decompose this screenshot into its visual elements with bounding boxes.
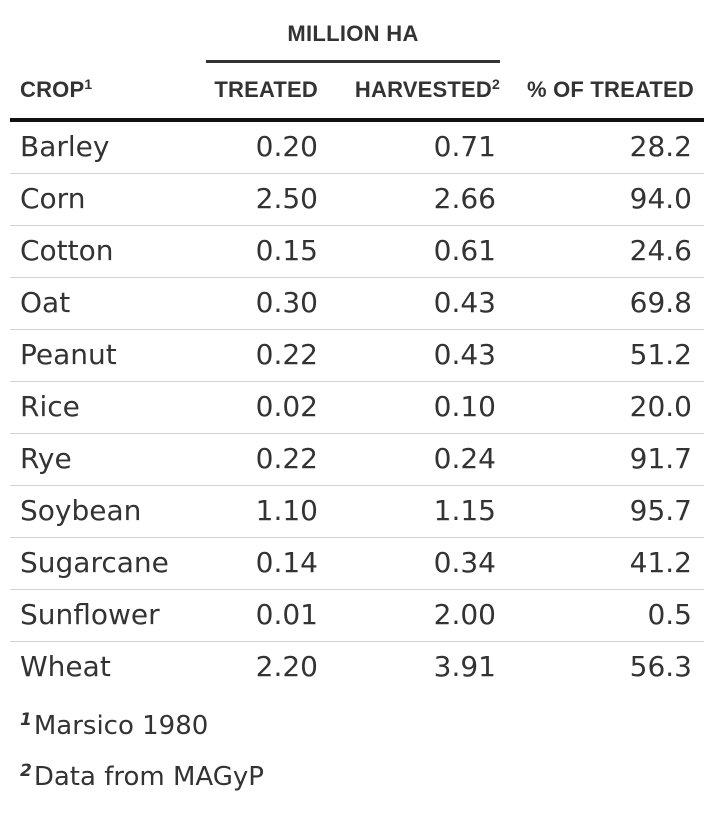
cell-treated: 0.14 (255, 546, 318, 579)
table-row: Sunflower 0.01 2.00 0.5 (10, 590, 704, 642)
column-header-treated: TREATED (214, 77, 318, 102)
table-row: Barley 0.20 0.71 28.2 (10, 122, 704, 174)
cell-treated: 2.20 (255, 650, 318, 683)
cell-harvested: 0.61 (433, 234, 496, 267)
column-header-pct-treated: % OF TREATED (527, 77, 694, 102)
footnote-2: 2Data from MAGyP (20, 762, 264, 792)
cell-harvested: 1.15 (433, 494, 496, 527)
column-header-harvested-label: HARVESTED (354, 77, 492, 102)
column-header-crop: CROP1 (20, 77, 92, 103)
cell-treated: 0.22 (255, 442, 318, 475)
footnote-1: 1Marsico 1980 (20, 711, 208, 741)
cell-crop: Peanut (20, 338, 117, 371)
table-row: Rye 0.22 0.24 91.7 (10, 434, 704, 486)
cell-harvested: 0.43 (433, 338, 496, 371)
column-header-crop-label: CROP (20, 77, 85, 102)
cell-pct-treated: 20.0 (629, 390, 692, 423)
cell-pct-treated: 51.2 (629, 338, 692, 371)
cell-crop: Oat (20, 286, 71, 319)
spanner-rule (206, 60, 500, 63)
footnote-2-mark: 2 (20, 761, 32, 781)
cell-crop: Sugarcane (20, 546, 169, 579)
spanner-label-million-ha: MILLION HA (287, 21, 419, 46)
cell-harvested: 2.66 (433, 182, 496, 215)
cell-treated: 1.10 (255, 494, 318, 527)
cell-crop: Rye (20, 442, 72, 475)
cell-harvested: 3.91 (433, 650, 496, 683)
table-row: Oat 0.30 0.43 69.8 (10, 278, 704, 330)
table-row: Corn 2.50 2.66 94.0 (10, 174, 704, 226)
table-row: Soybean 1.10 1.15 95.7 (10, 486, 704, 538)
cell-pct-treated: 41.2 (629, 546, 692, 579)
cell-treated: 0.02 (255, 390, 318, 423)
table-row: Rice 0.02 0.10 20.0 (10, 382, 704, 434)
cell-pct-treated: 56.3 (629, 650, 692, 683)
table-row: Wheat 2.20 3.91 56.3 (10, 642, 704, 693)
table-body: Barley 0.20 0.71 28.2 Corn 2.50 2.66 94.… (10, 122, 704, 693)
footnote-mark-1: 1 (84, 76, 93, 92)
cell-treated: 0.22 (255, 338, 318, 371)
cell-crop: Sunflower (20, 598, 160, 631)
footnote-mark-2: 2 (492, 76, 500, 92)
cell-harvested: 0.24 (433, 442, 496, 475)
cell-crop: Barley (20, 130, 110, 163)
cell-crop: Wheat (20, 650, 111, 683)
cell-harvested: 0.34 (433, 546, 496, 579)
cell-treated: 2.50 (255, 182, 318, 215)
cell-treated: 0.20 (255, 130, 318, 163)
header-rule (10, 118, 704, 122)
cell-pct-treated: 95.7 (629, 494, 692, 527)
cell-pct-treated: 28.2 (629, 130, 692, 163)
cell-harvested: 0.71 (433, 130, 496, 163)
table-row: Peanut 0.22 0.43 51.2 (10, 330, 704, 382)
cell-treated: 0.30 (255, 286, 318, 319)
cell-pct-treated: 94.0 (629, 182, 692, 215)
cell-pct-treated: 0.5 (647, 598, 692, 631)
cell-pct-treated: 69.8 (629, 286, 692, 319)
cell-crop: Soybean (20, 494, 142, 527)
cell-pct-treated: 24.6 (629, 234, 692, 267)
cell-harvested: 0.10 (433, 390, 496, 423)
cell-harvested: 2.00 (433, 598, 496, 631)
cell-treated: 0.01 (255, 598, 318, 631)
footnote-2-text: Data from MAGyP (33, 762, 264, 792)
cell-harvested: 0.43 (433, 286, 496, 319)
footnote-1-text: Marsico 1980 (33, 711, 209, 741)
table-row: Sugarcane 0.14 0.34 41.2 (10, 538, 704, 590)
cell-crop: Cotton (20, 234, 114, 267)
cell-treated: 0.15 (255, 234, 318, 267)
cell-pct-treated: 91.7 (629, 442, 692, 475)
footnote-1-mark: 1 (20, 710, 32, 730)
cell-crop: Rice (20, 390, 80, 423)
table-row: Cotton 0.15 0.61 24.6 (10, 226, 704, 278)
cell-crop: Corn (20, 182, 86, 215)
column-header-harvested: HARVESTED2 (330, 77, 500, 103)
